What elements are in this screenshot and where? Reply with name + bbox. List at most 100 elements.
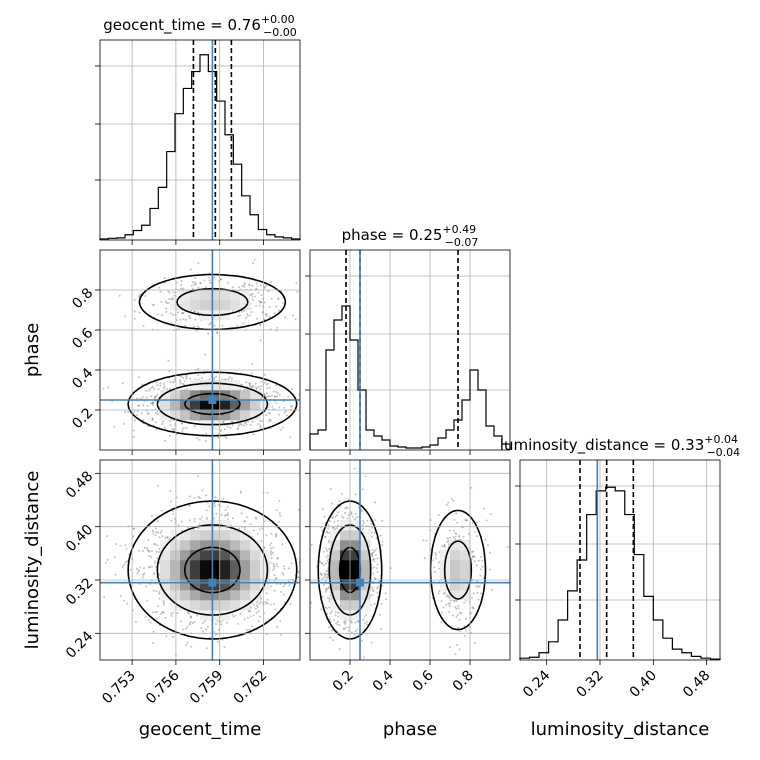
density-geocent_time-vs-phase-point (255, 388, 258, 391)
density-phase-vs-luminosity_distance-point (325, 531, 328, 534)
xtick-label-luminosity_distance-0: 0.24 (520, 667, 553, 700)
density-geocent_time-vs-phase-point (145, 396, 148, 399)
density-geocent_time-vs-luminosity_distance-point (255, 611, 258, 614)
density-geocent_time-vs-phase-point (240, 423, 243, 426)
density-geocent_time-vs-luminosity_distance-point (213, 504, 216, 507)
density-phase-vs-luminosity_distance-point (381, 544, 384, 546)
density-geocent_time-vs-luminosity_distance-point (234, 614, 237, 617)
density-geocent_time-vs-luminosity_distance-cell (230, 560, 241, 571)
density-phase-vs-luminosity_distance-point (449, 529, 451, 532)
density-phase-vs-luminosity_distance-point (438, 590, 441, 593)
density-phase-vs-luminosity_distance-point (377, 585, 379, 588)
density-geocent_time-vs-luminosity_distance-point (204, 628, 207, 631)
density-geocent_time-vs-phase-cell (230, 400, 241, 411)
density-geocent_time-vs-luminosity_distance-point (190, 645, 193, 648)
density-phase-vs-luminosity_distance-point (371, 526, 374, 529)
density-phase-vs-luminosity_distance-frame (309, 459, 511, 661)
density-geocent_time-vs-luminosity_distance-point (146, 547, 149, 550)
density-geocent_time-vs-luminosity_distance-point (271, 551, 274, 554)
density-geocent_time-vs-phase-point (160, 300, 163, 303)
density-geocent_time-vs-luminosity_distance-point (156, 544, 159, 547)
density-geocent_time-vs-phase-point (124, 411, 126, 414)
density-phase-vs-luminosity_distance-point (454, 535, 457, 538)
density-phase-vs-luminosity_distance-point (456, 600, 458, 602)
density-geocent_time-vs-phase-point (180, 422, 183, 425)
density-geocent_time-vs-phase-point (181, 422, 183, 425)
density-geocent_time-vs-phase-point (141, 396, 144, 399)
density-phase-vs-luminosity_distance-cell (350, 560, 361, 571)
density-geocent_time-vs-luminosity_distance-point (159, 531, 162, 534)
density-geocent_time-vs-phase-point (268, 306, 271, 308)
density-phase-vs-luminosity_distance-cell (360, 550, 371, 561)
density-phase-vs-luminosity_distance-point (475, 521, 478, 524)
density-geocent_time-vs-phase-point (198, 438, 201, 441)
density-phase-vs-luminosity_distance-cell (330, 550, 341, 561)
density-geocent_time-vs-phase-cell (220, 290, 231, 301)
density-geocent_time-vs-phase-point (180, 375, 183, 378)
density-geocent_time-vs-luminosity_distance-point (121, 565, 124, 568)
density-phase-vs-luminosity_distance-point (462, 535, 465, 538)
density-geocent_time-vs-phase-point (146, 405, 149, 407)
density-geocent_time-vs-luminosity_distance-point (257, 532, 259, 535)
density-geocent_time-vs-luminosity_distance-point (260, 540, 263, 543)
density-geocent_time-vs-luminosity_distance-point (283, 601, 286, 604)
density-phase-vs-luminosity_distance-point (372, 588, 375, 591)
density-geocent_time-vs-phase-point (215, 331, 218, 334)
density-phase-vs-luminosity_distance-point (442, 592, 445, 595)
density-geocent_time-vs-luminosity_distance-point (222, 498, 225, 501)
density-geocent_time-vs-luminosity_distance-point (162, 601, 165, 604)
density-geocent_time-vs-phase-point (260, 301, 262, 304)
density-geocent_time-vs-luminosity_distance-point (137, 570, 140, 573)
density-geocent_time-vs-luminosity_distance-point (272, 569, 275, 572)
density-phase-vs-luminosity_distance-point (472, 592, 475, 595)
density-geocent_time-vs-phase-point (156, 410, 159, 413)
density-geocent_time-vs-phase-point (152, 385, 155, 388)
density-phase-vs-luminosity_distance-cell (330, 560, 341, 571)
density-geocent_time-vs-phase-point (194, 281, 197, 284)
density-geocent_time-vs-phase-point (209, 281, 212, 284)
density-geocent_time-vs-phase-point (155, 395, 158, 398)
density-geocent_time-vs-luminosity_distance-point (275, 509, 278, 512)
density-phase-vs-luminosity_distance-cell (340, 570, 351, 581)
density-geocent_time-vs-luminosity_distance-cell (210, 550, 221, 561)
density-geocent_time-vs-luminosity_distance-cell (220, 580, 231, 591)
density-geocent_time-vs-phase-cell (190, 400, 201, 411)
density-phase-vs-luminosity_distance-point (457, 604, 460, 607)
density-phase-vs-luminosity_distance-point (471, 521, 474, 524)
density-geocent_time-vs-luminosity_distance-point (190, 616, 193, 619)
density-phase-vs-luminosity_distance-point (457, 607, 460, 610)
density-geocent_time-vs-luminosity_distance-point (147, 619, 150, 622)
density-phase-vs-luminosity_distance-cell (350, 520, 361, 531)
density-geocent_time-vs-phase-point (239, 314, 242, 317)
density-phase-vs-luminosity_distance-point (342, 621, 345, 624)
density-geocent_time-vs-phase-point (145, 390, 148, 392)
density-phase-vs-luminosity_distance-point (473, 555, 476, 558)
density-geocent_time-vs-luminosity_distance-point (156, 484, 159, 487)
density-geocent_time-vs-luminosity_distance-point (137, 568, 140, 571)
density-phase-vs-luminosity_distance-cell (330, 530, 341, 541)
density-phase-vs-luminosity_distance-point (379, 613, 382, 616)
density-phase-vs-luminosity_distance-point (381, 519, 384, 522)
density-geocent_time-vs-luminosity_distance-cell (240, 570, 251, 581)
density-phase-vs-luminosity_distance-point (442, 606, 445, 609)
density-phase-vs-luminosity_distance-point (337, 611, 340, 614)
density-geocent_time-vs-luminosity_distance-point (123, 599, 125, 602)
density-geocent_time-vs-phase-point (244, 317, 247, 320)
density-phase-vs-luminosity_distance-point (454, 599, 457, 602)
density-phase-vs-luminosity_distance-point (437, 561, 440, 564)
density-phase-vs-luminosity_distance-point (346, 507, 349, 510)
density-geocent_time-vs-luminosity_distance-point (213, 517, 216, 520)
density-geocent_time-vs-phase-point (236, 427, 239, 430)
density-geocent_time-vs-phase-point (132, 429, 135, 432)
density-geocent_time-vs-phase-point (269, 395, 272, 398)
density-geocent_time-vs-phase-layer (102, 258, 300, 443)
density-geocent_time-vs-phase-point (240, 383, 243, 386)
density-geocent_time-vs-phase-frame (99, 249, 301, 451)
density-geocent_time-vs-phase-point (215, 375, 218, 378)
density-geocent_time-vs-phase-point (138, 376, 141, 379)
density-geocent_time-vs-luminosity_distance-point (243, 618, 246, 621)
density-geocent_time-vs-phase-point (228, 376, 231, 379)
density-geocent_time-vs-luminosity_distance-point (273, 602, 276, 605)
density-phase-vs-luminosity_distance-point (325, 589, 328, 592)
density-geocent_time-vs-luminosity_distance-point (158, 551, 160, 554)
